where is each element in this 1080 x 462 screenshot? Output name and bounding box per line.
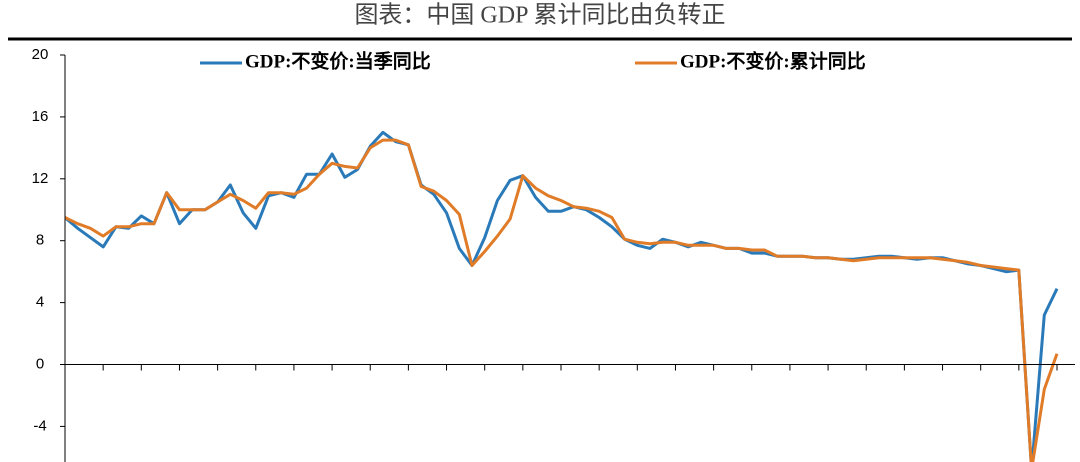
plot-area bbox=[65, 130, 1059, 462]
y-tick-label: 8 bbox=[36, 232, 44, 249]
y-tick-label: 4 bbox=[36, 294, 44, 311]
series-line bbox=[65, 130, 1059, 462]
y-tick-label: -4 bbox=[33, 417, 46, 434]
y-tick-label: 16 bbox=[32, 108, 49, 125]
y-tick-label: 20 bbox=[32, 46, 49, 63]
legend-label: GDP:不变价:累计同比 bbox=[680, 49, 866, 72]
series-line bbox=[65, 138, 1059, 462]
legend-label: GDP:不变价:当季同比 bbox=[245, 49, 431, 72]
y-tick-label: 12 bbox=[32, 170, 49, 187]
y-tick-label: 0 bbox=[36, 355, 44, 372]
chart-title: 图表：中国 GDP 累计同比由负转正 bbox=[354, 2, 725, 29]
